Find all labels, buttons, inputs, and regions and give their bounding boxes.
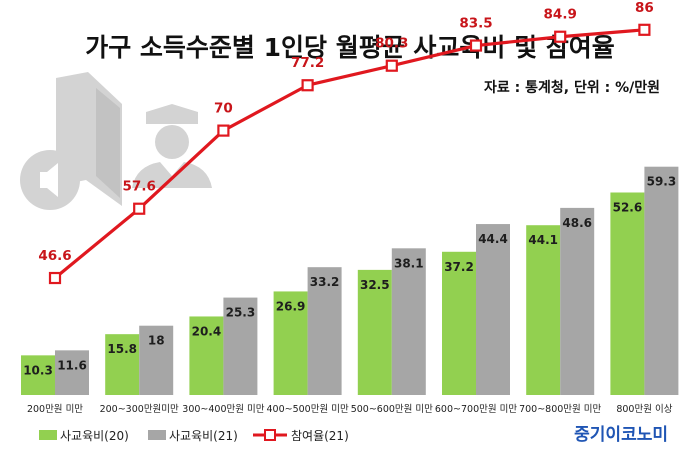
bar-2021-2 xyxy=(223,297,258,395)
category-label-7: 800만원 이상 xyxy=(616,404,672,415)
rate-label-2: 70 xyxy=(214,101,233,117)
bar-label-2021-3: 33.2 xyxy=(310,275,340,289)
bar-label-2020-2: 20.4 xyxy=(192,324,222,338)
category-label-1: 200~300만원미만 xyxy=(100,404,179,415)
bar-2020-2 xyxy=(189,316,224,395)
rate-label-4: 80.3 xyxy=(375,36,408,52)
bar-2020-6 xyxy=(526,225,561,395)
category-label-4: 500~600만원 미만 xyxy=(351,404,433,415)
bar-2021-4 xyxy=(391,248,426,395)
bar-label-2020-6: 44.1 xyxy=(528,233,558,247)
bar-label-2020-0: 10.3 xyxy=(23,363,53,377)
rate-line xyxy=(53,28,645,280)
bar-label-2021-5: 44.4 xyxy=(478,232,508,246)
rate-label-3: 77.2 xyxy=(291,55,324,71)
bar-2020-5 xyxy=(442,251,476,395)
legend-item-2020: 사교육비(20) xyxy=(39,429,129,443)
bar-label-2021-0: 11.6 xyxy=(57,358,87,372)
bar-2020-4 xyxy=(357,269,392,395)
legend-label-2020: 사교육비(20) xyxy=(60,429,129,443)
category-labels: 200만원 미만 200~300만원미만 300~400만원 미만 400~500만원… xyxy=(27,404,673,415)
rate-marker-6 xyxy=(554,30,567,43)
rate-label-6: 84.9 xyxy=(544,7,577,23)
speaker-icon xyxy=(20,150,80,210)
rate-label-0: 46.6 xyxy=(38,248,71,264)
legend-swatch-2021 xyxy=(148,430,166,440)
bar-label-2021-4: 38.1 xyxy=(394,256,424,270)
rate-marker-2 xyxy=(217,124,230,137)
bar-2021-1 xyxy=(139,325,174,395)
category-label-5: 600~700만원 미만 xyxy=(435,404,517,415)
legend-item-2021: 사교육비(21) xyxy=(148,429,238,443)
rate-marker-4 xyxy=(385,59,398,72)
student-icon xyxy=(132,104,212,188)
legend-label-rate: 참여율(21) xyxy=(291,429,349,443)
legend-label-2021: 사교육비(21) xyxy=(169,429,238,443)
rate-marker-3 xyxy=(301,79,314,92)
bar-2021-7 xyxy=(644,166,679,395)
bar-label-2020-1: 15.8 xyxy=(107,342,137,356)
bar-2021-6 xyxy=(560,207,595,395)
line-layer: 46.6 57.6 70 77.2 80.3 83.5 84.9 86 xyxy=(38,0,654,285)
bar-label-2020-5: 37.2 xyxy=(444,260,474,274)
bar-label-2021-2: 25.3 xyxy=(226,306,256,320)
category-label-3: 400~500만원 미만 xyxy=(266,404,348,415)
rate-marker-5 xyxy=(469,39,483,52)
legend-marker-rate xyxy=(264,429,276,441)
rate-marker-0 xyxy=(48,271,62,285)
bar-2020-1 xyxy=(105,334,140,395)
bar-2021-3 xyxy=(307,267,342,395)
rate-label-5: 83.5 xyxy=(459,16,492,32)
chart-title: 가구 소득수준별 1인당 월평균 사교육비 및 참여율 xyxy=(85,33,615,62)
bar-2020-0 xyxy=(21,355,55,395)
bar-2020-3 xyxy=(273,291,308,395)
bar-label-2021-7: 59.3 xyxy=(647,175,677,189)
legend-item-rate: 참여율(21) xyxy=(253,429,349,443)
brand-logo: 중기이코노미 xyxy=(574,425,668,445)
rate-marker-1 xyxy=(133,202,146,215)
bar-label-2020-4: 32.5 xyxy=(360,278,390,292)
rate-label-1: 57.6 xyxy=(123,179,156,195)
bar-2021-5 xyxy=(476,224,510,395)
category-label-0: 200만원 미만 xyxy=(27,404,83,415)
rate-marker-7 xyxy=(638,23,651,36)
bar-2020-7 xyxy=(610,192,645,395)
bar-2021-0 xyxy=(55,350,89,395)
legend-swatch-2020 xyxy=(39,430,57,440)
bar-label-2020-7: 52.6 xyxy=(613,200,643,214)
category-label-2: 300~400만원 미만 xyxy=(182,404,264,415)
rate-label-7: 86 xyxy=(635,0,654,16)
bar-label-2021-6: 48.6 xyxy=(562,216,592,230)
category-label-6: 700~800만원 미만 xyxy=(519,404,601,415)
bars-layer: 10.3 11.6 15.8 18 20.4 25.3 26.9 33.2 32.5 38.1 37… xyxy=(21,166,679,395)
legend: 사교육비(20) 사교육비(21) 참여율(21) xyxy=(39,429,349,443)
bar-label-2021-1: 18 xyxy=(148,334,165,348)
source-note: 자료 : 통계청, 단위 : %/만원 xyxy=(484,79,660,96)
bar-label-2020-3: 26.9 xyxy=(276,299,306,313)
